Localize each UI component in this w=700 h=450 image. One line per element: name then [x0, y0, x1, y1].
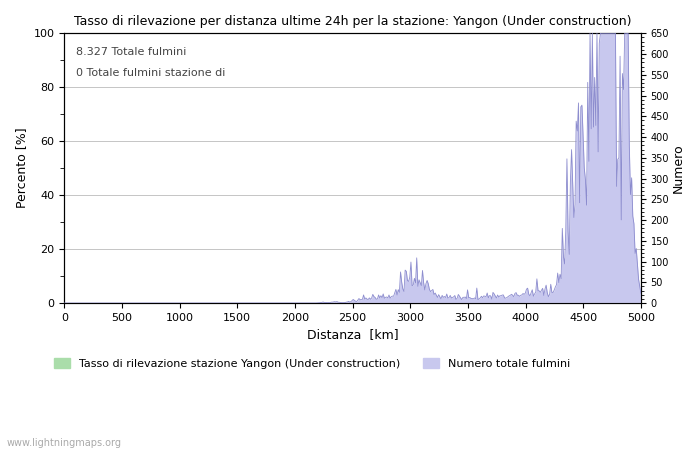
- Text: www.lightningmaps.org: www.lightningmaps.org: [7, 438, 122, 448]
- X-axis label: Distanza  [km]: Distanza [km]: [307, 328, 398, 341]
- Legend: Tasso di rilevazione stazione Yangon (Under construction), Numero totale fulmini: Tasso di rilevazione stazione Yangon (Un…: [50, 353, 575, 373]
- Y-axis label: Numero: Numero: [672, 144, 685, 193]
- Title: Tasso di rilevazione per distanza ultime 24h per la stazione: Yangon (Under cons: Tasso di rilevazione per distanza ultime…: [74, 15, 631, 28]
- Text: 8.327 Totale fulmini: 8.327 Totale fulmini: [76, 47, 186, 57]
- Y-axis label: Percento [%]: Percento [%]: [15, 128, 28, 208]
- Text: 0 Totale fulmini stazione di: 0 Totale fulmini stazione di: [76, 68, 225, 78]
